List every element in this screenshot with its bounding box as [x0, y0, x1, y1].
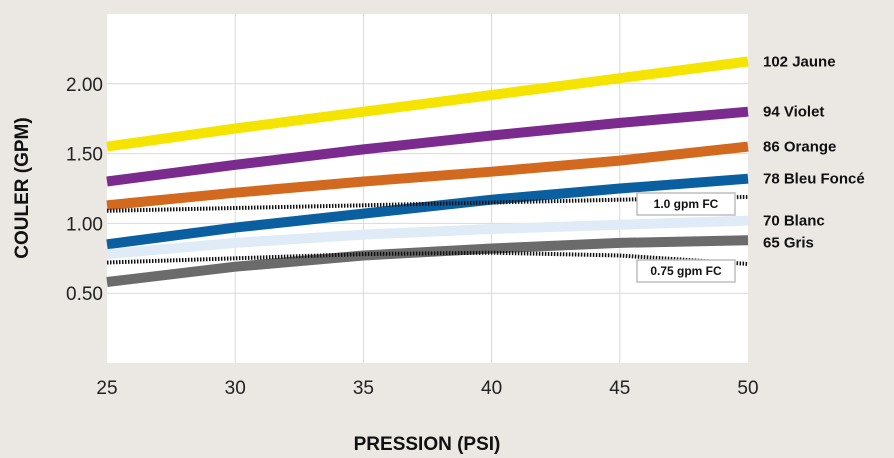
- series-line-65-gris: [106, 235, 749, 287]
- series-line-102-jaune: [106, 56, 749, 152]
- tick-labels: 25 30 35 40 45 50 0.50 1.00 1.50 2.00: [66, 75, 759, 399]
- reference-label-box: [636, 192, 736, 216]
- y-tick-label: 0.50: [66, 284, 103, 305]
- x-tick-label: 30: [225, 378, 246, 399]
- reference-label-0-75-gpm-fc: 0.75 gpm FC: [650, 264, 722, 278]
- series-label-102-jaune: 102 Jaune: [763, 53, 836, 70]
- series-line-94-violet: [106, 106, 749, 187]
- series-line-70-blanc: [106, 215, 749, 260]
- series-label-65-gris: 65 Gris: [763, 235, 814, 252]
- x-axis-title: PRESSION (PSI): [354, 434, 501, 455]
- reference-lines: 1.0 gpm FC 0.75 gpm FC: [106, 192, 749, 283]
- reference-label-1-0-gpm-fc: 1.0 gpm FC: [654, 197, 719, 211]
- x-tick-label: 50: [737, 378, 758, 399]
- series-label-70-blanc: 70 Blanc: [763, 213, 825, 230]
- x-tick-label: 45: [609, 378, 630, 399]
- reference-line-0-75-gpm-fc: [106, 250, 749, 266]
- series-line-78-bleu-fonce: [106, 173, 749, 250]
- x-tick-label: 35: [353, 378, 374, 399]
- y-axis-title: COULER (GPM): [12, 117, 33, 258]
- series-line-86-orange: [106, 141, 749, 211]
- series-label-78-bleu-fonce: 78 Bleu Foncé: [763, 171, 865, 188]
- y-tick-label: 1.50: [66, 145, 103, 166]
- series-lines: [106, 56, 749, 287]
- series-labels: 102 Jaune 94 Violet 86 Orange 78 Bleu Foncé…: [763, 53, 865, 251]
- y-tick-label: 1.00: [66, 214, 103, 235]
- series-label-94-violet: 94 Violet: [763, 104, 824, 121]
- y-tick-label: 2.00: [66, 75, 103, 96]
- series-label-86-orange: 86 Orange: [763, 139, 836, 156]
- reference-label-box: [636, 259, 736, 283]
- x-tick-label: 40: [481, 378, 502, 399]
- x-tick-label: 25: [96, 378, 117, 399]
